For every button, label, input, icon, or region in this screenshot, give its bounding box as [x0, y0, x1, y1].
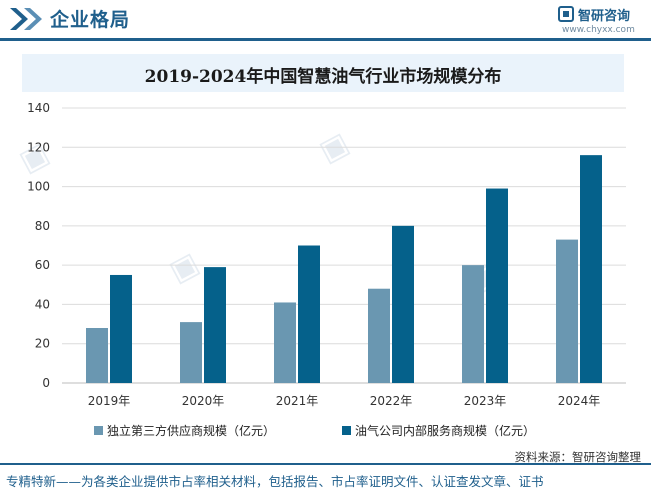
legend-item-series-2: 油气公司内部服务商规模（亿元）: [342, 422, 535, 439]
bar-internal: [392, 225, 414, 383]
x-tick-label: 2024年: [558, 394, 601, 408]
bar-internal: [580, 155, 602, 383]
bar-third-party: [462, 265, 484, 383]
y-tick-label: 120: [27, 140, 50, 154]
y-tick-label: 60: [35, 258, 50, 272]
chart-title-bar: 2019-2024年中国智慧油气行业市场规模分布: [22, 54, 624, 92]
page-footer: 专精特新——为各类企业提供市占率相关材料，包括报告、市占率证明文件、认证查发文章…: [0, 463, 651, 493]
chart-legend: 独立第三方供应商规模（亿元） 油气公司内部服务商规模（亿元）: [0, 422, 651, 440]
y-tick-label: 100: [27, 180, 50, 194]
source-note: 资料来源：智研咨询整理: [514, 450, 642, 464]
x-tick-label: 2023年: [464, 394, 507, 408]
bar-third-party: [86, 328, 108, 383]
bar-internal: [204, 267, 226, 383]
double-chevron-icon: [10, 8, 42, 30]
bar-internal: [110, 274, 132, 383]
bar-third-party: [556, 239, 578, 383]
x-tick-label: 2022年: [370, 394, 413, 408]
legend-label: 油气公司内部服务商规模（亿元）: [355, 424, 536, 438]
y-tick-label: 140: [27, 101, 50, 115]
brand-url: www.chyxx.com: [562, 25, 635, 35]
footer-text: 专精特新——为各类企业提供市占率相关材料，包括报告、市占率证明文件、认证查发文章…: [6, 474, 544, 489]
header-divider: [0, 38, 651, 41]
page-header: 企业格局 智研咨询 www.chyxx.com: [0, 0, 651, 41]
legend-label: 独立第三方供应商规模（亿元）: [107, 424, 276, 438]
y-tick-label: 80: [35, 219, 50, 233]
bar-internal: [298, 245, 320, 383]
bar-chart: 0 20 40 60 80 100 120 140 2019年 2020年 2021年 2022年 20…: [27, 101, 626, 408]
bar-third-party: [274, 302, 296, 383]
legend-swatch: [342, 426, 351, 435]
y-tick-label: 0: [42, 376, 50, 390]
bar-internal: [486, 188, 508, 383]
brand-logo-icon: [558, 6, 574, 22]
brand-name: 智研咨询: [578, 9, 631, 24]
bar-third-party: [368, 288, 390, 383]
x-tick-label: 2019年: [88, 394, 131, 408]
x-tick-label: 2020年: [182, 394, 225, 408]
bar-third-party: [180, 322, 202, 383]
chart-title: 2019-2024年中国智慧油气行业市场规模分布: [144, 67, 502, 87]
x-tick-label: 2021年: [276, 394, 319, 408]
y-tick-label: 40: [35, 297, 50, 311]
legend-swatch: [94, 426, 103, 435]
y-tick-label: 20: [35, 337, 50, 351]
footer-divider: [0, 463, 651, 465]
legend-item-series-1: 独立第三方供应商规模（亿元）: [94, 422, 275, 439]
section-title: 企业格局: [50, 9, 131, 31]
